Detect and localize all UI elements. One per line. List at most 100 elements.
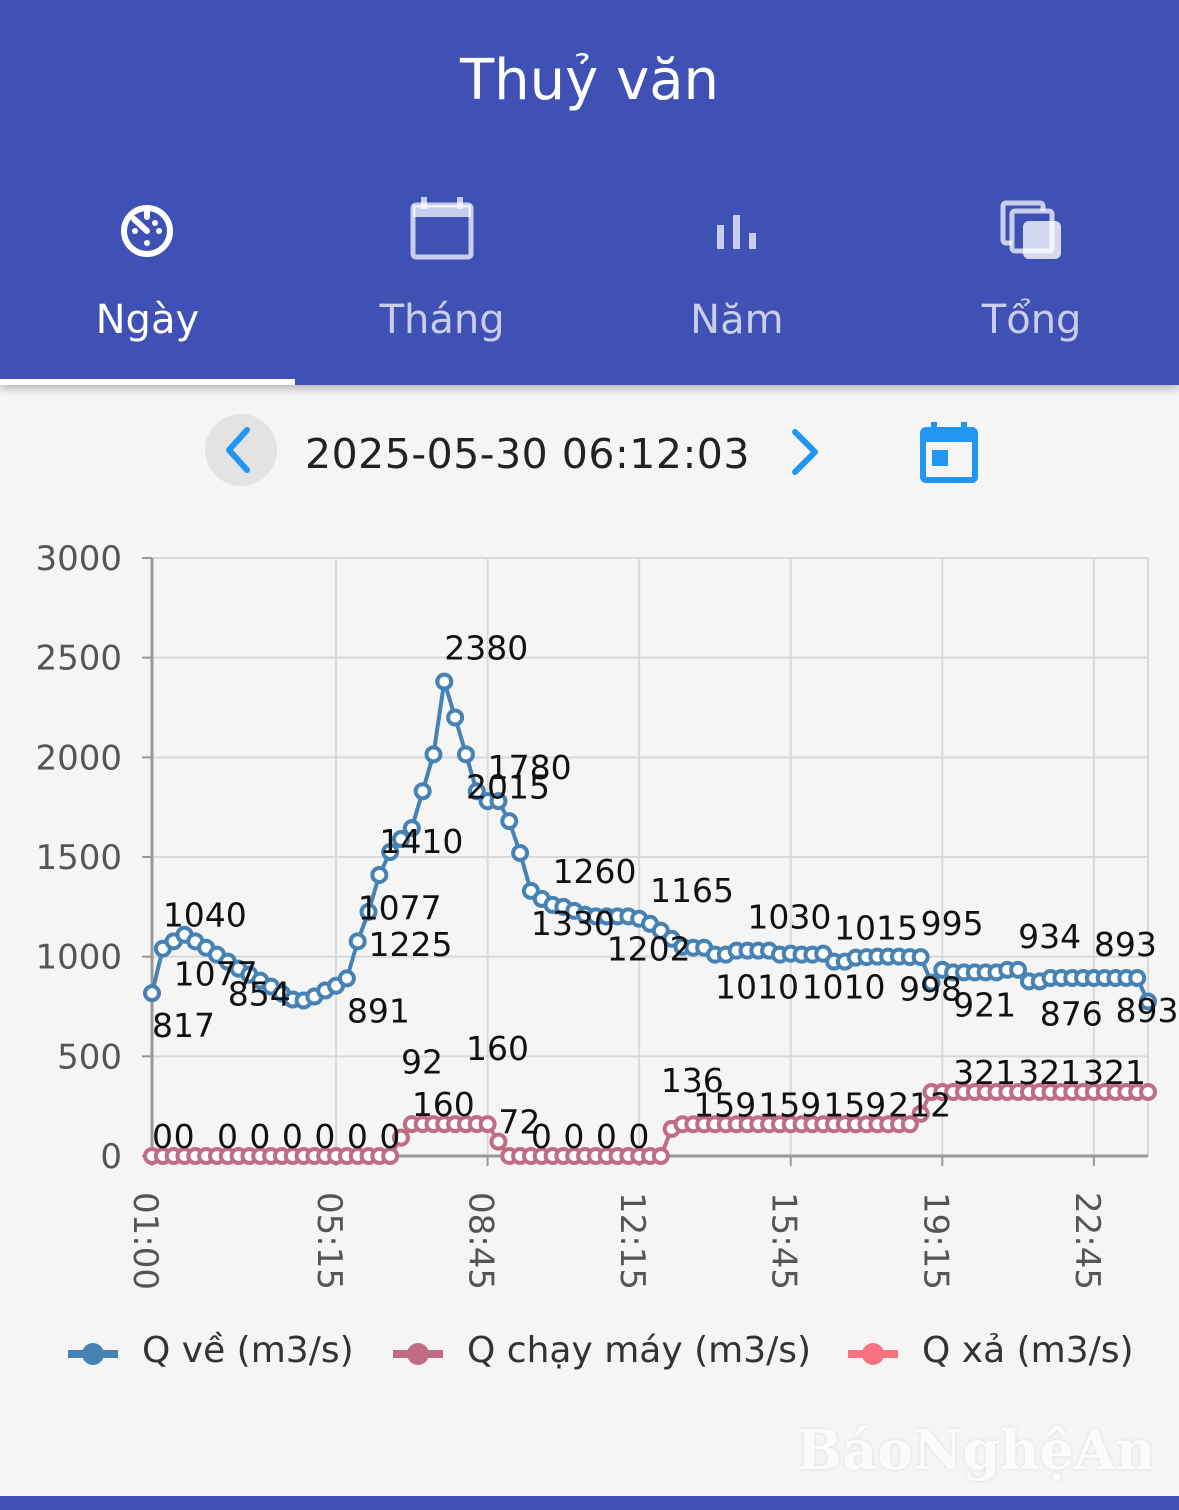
data-point [911,1104,930,1123]
data-label: 854 [228,975,291,1014]
data-label: 1040 [163,896,247,935]
data-point [1128,968,1147,987]
data-label: 0 [379,1117,400,1156]
data-point [922,973,941,992]
legend-label: Q về (m3/s) [142,1330,354,1371]
data-label: 2015 [466,767,550,806]
data-label: 0 [563,1117,584,1156]
y-tick-label: 0 [100,1137,122,1177]
data-point [435,672,454,691]
y-tick-label: 1000 [35,938,122,978]
data-label: 92 [401,1043,443,1082]
data-label: 0 [174,1117,195,1156]
data-label: 0 [347,1117,368,1156]
legend-label: Q xả (m3/s) [922,1330,1134,1371]
data-point [348,932,367,951]
data-point [900,1115,919,1134]
tab-day[interactable]: Ngày [0,185,295,385]
data-label: 891 [347,991,410,1030]
bottom-bar [0,1496,1179,1510]
data-point [143,984,161,1003]
data-point [911,948,930,967]
data-point [511,844,530,863]
tab-total[interactable]: Tổng [884,185,1179,385]
data-point [337,969,356,988]
y-tick-label: 500 [57,1037,122,1077]
data-label: 321 [953,1053,1016,1092]
data-point [1009,960,1028,979]
data-point [1139,992,1157,1011]
watermark-logo: BáoNghệAn [796,1418,1155,1482]
date-navigator: 2025-05-30 06:12:03 [0,410,1179,505]
data-point [478,1115,497,1134]
date-picker-button[interactable] [914,418,984,488]
data-label: 1330 [531,904,615,943]
legend-line-marker-icon [393,1343,443,1365]
data-point [456,745,475,764]
data-label: 1077 [358,888,442,927]
chart-legend: Q về (m3/s) Q chạy máy (m3/s) Q xả (m3/s… [0,1320,1179,1390]
tab-bar: Ngày Tháng Năm [0,185,1179,385]
selected-datetime[interactable]: 2025-05-30 06:12:03 [305,430,750,478]
data-point [467,782,486,801]
tab-label: Ngày [95,297,200,343]
data-label: 1410 [379,822,463,861]
data-point [489,1132,508,1151]
data-label: 893 [1116,991,1179,1030]
legend-line-marker-icon [848,1343,898,1365]
data-label: 212 [888,1085,951,1124]
data-label: 0 [282,1117,303,1156]
data-point [392,830,410,849]
chevron-left-icon [226,427,250,473]
data-point [370,865,389,884]
tab-label: Năm [690,297,784,343]
data-label: 934 [1018,917,1081,956]
data-label: 0 [249,1117,270,1156]
data-label: 0 [531,1117,552,1156]
data-label: 72 [498,1103,540,1142]
data-label: 160 [412,1085,475,1124]
legend-label: Q chạy máy (m3/s) [467,1330,812,1371]
data-point [381,1147,400,1165]
data-label: 159 [758,1085,821,1124]
data-point [1139,1083,1157,1102]
data-label: 921 [953,985,1016,1024]
page-title: Thuỷ văn [459,48,720,113]
data-label: 1225 [369,925,453,964]
data-label: 136 [661,1061,724,1100]
data-label: 1202 [607,929,691,968]
x-tick-label: 12:15 [612,1192,652,1290]
data-label: 321 [1083,1053,1146,1092]
x-tick-label: 05:15 [309,1192,349,1290]
tab-year[interactable]: Năm [590,185,885,385]
legend-line-marker-icon [68,1343,118,1365]
chevron-right-icon [792,429,818,475]
tab-label: Tổng [981,297,1082,343]
data-label: 1010 [802,968,886,1007]
data-label: 1010 [715,968,799,1007]
data-label: 160 [466,1029,529,1068]
previous-day-button[interactable] [205,414,277,486]
tab-label: Tháng [379,297,505,343]
data-label: 893 [1094,925,1157,964]
next-day-button[interactable] [775,418,839,482]
data-label: 995 [921,904,984,943]
data-point [500,812,519,831]
data-point [359,902,378,921]
data-label: 0 [314,1117,335,1156]
x-tick-label: 01:00 [125,1192,165,1290]
app-bar: Thuỷ văn Ngày Tháng [0,0,1179,385]
y-tick-label: 2500 [35,639,122,679]
data-label: 159 [823,1085,886,1124]
data-point [446,708,465,727]
x-tick-label: 08:45 [461,1192,501,1290]
data-label: 876 [1040,994,1103,1033]
data-label: 0 [152,1117,173,1156]
data-label: 1030 [747,898,831,937]
tab-month[interactable]: Tháng [295,185,590,385]
data-label: 0 [596,1117,617,1156]
data-point [424,745,443,764]
data-label: 1260 [553,852,637,891]
data-label: 321 [1018,1053,1081,1092]
library-icon [1000,200,1061,259]
